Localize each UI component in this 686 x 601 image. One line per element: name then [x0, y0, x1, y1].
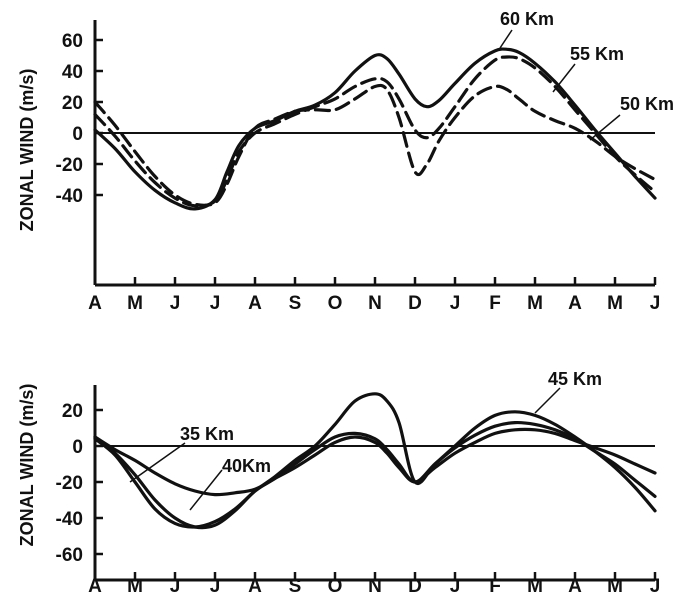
- label-leader-line: [589, 114, 621, 141]
- x-tick-label: J: [170, 576, 181, 597]
- y-tick-label: 20: [62, 401, 83, 422]
- series-line-50km: [93, 83, 657, 207]
- y-axis-label: ZONAL WIND (m/s): [17, 384, 37, 547]
- x-tick-label: S: [289, 576, 302, 597]
- x-tick-label: J: [210, 576, 221, 597]
- y-tick-label: 0: [72, 124, 83, 145]
- y-tick-label: -60: [56, 545, 83, 566]
- label-leader-line: [189, 469, 223, 511]
- x-tick-label: M: [127, 576, 143, 597]
- x-tick-label: J: [450, 576, 461, 597]
- series-label: 55 Km: [570, 44, 624, 64]
- label-leader-line: [129, 442, 186, 483]
- x-tick-label: S: [289, 293, 302, 314]
- x-tick-label: A: [248, 293, 262, 314]
- series-line-60km: [93, 47, 657, 211]
- series-label: 35 Km: [180, 424, 234, 444]
- series-label: 40Km: [222, 456, 271, 476]
- series-line-55km: [93, 55, 657, 208]
- x-tick-label: M: [607, 293, 623, 314]
- series-line-45km: [93, 392, 657, 529]
- series-line-40km: [93, 420, 657, 530]
- series-label: 60 Km: [500, 9, 554, 29]
- x-tick-label: M: [607, 576, 623, 597]
- x-tick-label: M: [127, 293, 143, 314]
- y-tick-label: 20: [62, 93, 83, 114]
- series-line-35km: [93, 427, 657, 497]
- x-tick-label: A: [88, 576, 102, 597]
- y-tick-label: -20: [56, 473, 83, 494]
- y-axis-label: ZONAL WIND (m/s): [17, 69, 37, 232]
- label-leader-line: [552, 63, 576, 93]
- x-tick-label: O: [328, 293, 343, 314]
- x-tick-label: F: [489, 293, 501, 314]
- x-tick-label: A: [88, 293, 102, 314]
- y-tick-label: 60: [62, 31, 83, 52]
- x-tick-label: J: [450, 293, 461, 314]
- series-label: 45 Km: [548, 369, 602, 389]
- x-tick-label: D: [408, 293, 422, 314]
- x-tick-label: J: [170, 293, 181, 314]
- x-tick-label: F: [489, 576, 501, 597]
- y-tick-label: 0: [72, 437, 83, 458]
- label-leader-line: [534, 387, 561, 414]
- x-tick-label: M: [527, 293, 543, 314]
- x-tick-label: N: [368, 293, 382, 314]
- y-tick-label: -40: [56, 509, 83, 530]
- label-leader-line: [499, 29, 513, 49]
- x-tick-label: A: [568, 293, 582, 314]
- y-tick-label: -20: [56, 155, 83, 176]
- x-tick-label: A: [568, 576, 582, 597]
- x-tick-label: J: [650, 576, 661, 597]
- x-tick-label: O: [328, 576, 343, 597]
- x-tick-label: M: [527, 576, 543, 597]
- series-label: 50 Km: [620, 94, 674, 114]
- x-tick-label: J: [210, 293, 221, 314]
- x-tick-label: A: [248, 576, 262, 597]
- y-tick-label: -40: [56, 186, 83, 207]
- x-tick-label: D: [408, 576, 422, 597]
- x-tick-label: J: [650, 293, 661, 314]
- y-tick-label: 40: [62, 62, 83, 83]
- x-tick-label: N: [368, 576, 382, 597]
